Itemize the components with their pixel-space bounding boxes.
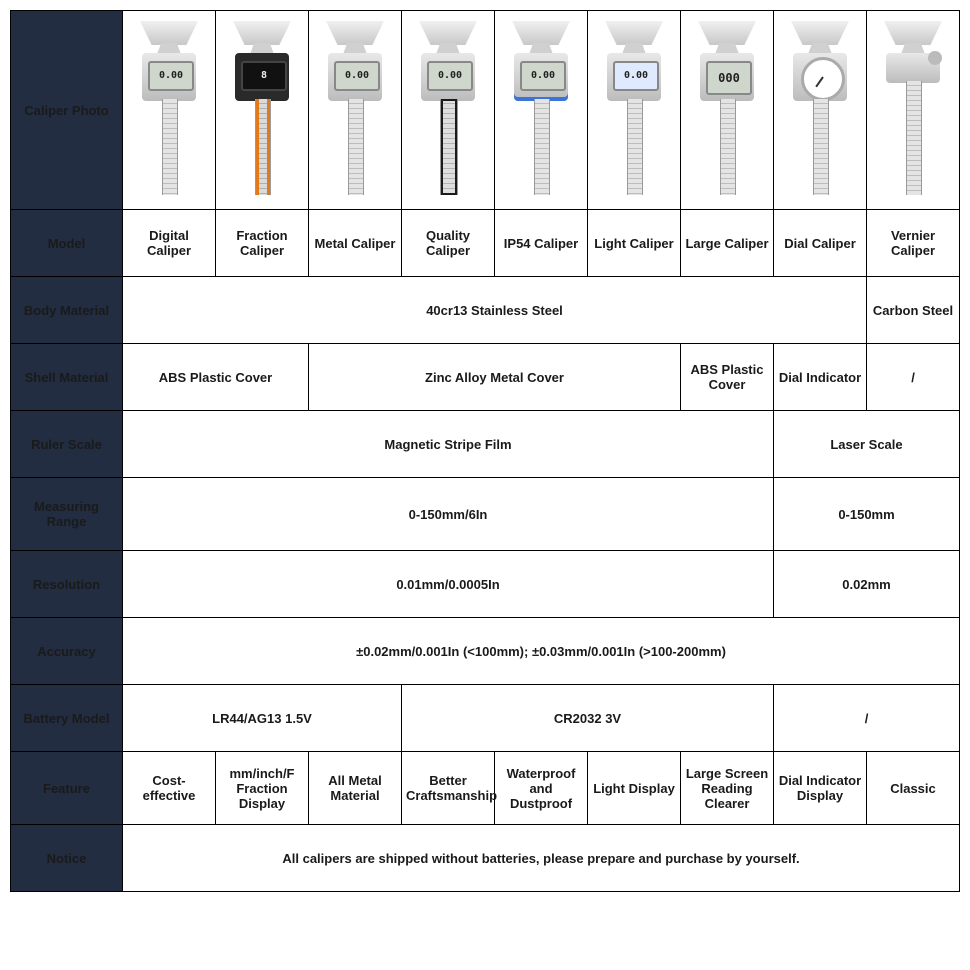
header-feat: Feature — [11, 752, 123, 825]
feat-0: Cost-effective — [123, 752, 216, 825]
batt-b: CR2032 3V — [402, 685, 774, 752]
photo-digital: 0.00 — [123, 11, 216, 210]
row-feature: Feature Cost-effective mm/inch/F Fractio… — [11, 752, 960, 825]
header-shell: Shell Material — [11, 344, 123, 411]
row-accuracy: Accuracy ±0.02mm/0.001In (<100mm); ±0.03… — [11, 618, 960, 685]
header-acc: Accuracy — [11, 618, 123, 685]
header-model: Model — [11, 210, 123, 277]
feat-7: Dial Indicator Display — [774, 752, 867, 825]
model-8: Vernier Caliper — [867, 210, 960, 277]
row-range: Measuring Range 0-150mm/6In 0-150mm — [11, 478, 960, 551]
model-5: Light Caliper — [588, 210, 681, 277]
header-body: Body Material — [11, 277, 123, 344]
feat-6: Large Screen Reading Clearer — [681, 752, 774, 825]
res-b: 0.02mm — [774, 551, 960, 618]
photo-dial — [774, 11, 867, 210]
shell-e: / — [867, 344, 960, 411]
model-3: Quality Caliper — [402, 210, 495, 277]
photo-fraction: 8 — [216, 11, 309, 210]
row-resolution: Resolution 0.01mm/0.0005In 0.02mm — [11, 551, 960, 618]
row-battery: Battery Model LR44/AG13 1.5V CR2032 3V / — [11, 685, 960, 752]
accuracy: ±0.02mm/0.001In (<100mm); ±0.03mm/0.001I… — [123, 618, 960, 685]
row-shell-material: Shell Material ABS Plastic Cover Zinc Al… — [11, 344, 960, 411]
model-6: Large Caliper — [681, 210, 774, 277]
model-1: Fraction Caliper — [216, 210, 309, 277]
header-photo: Caliper Photo — [11, 11, 123, 210]
header-res: Resolution — [11, 551, 123, 618]
model-2: Metal Caliper — [309, 210, 402, 277]
ruler-a: Magnetic Stripe Film — [123, 411, 774, 478]
feat-4: Waterproof and Dustproof — [495, 752, 588, 825]
res-a: 0.01mm/0.0005In — [123, 551, 774, 618]
photo-vernier — [867, 11, 960, 210]
row-notice: Notice All calipers are shipped without … — [11, 825, 960, 892]
notice-text: All calipers are shipped without batteri… — [123, 825, 960, 892]
model-0: Digital Caliper — [123, 210, 216, 277]
shell-d: Dial Indicator — [774, 344, 867, 411]
header-range: Measuring Range — [11, 478, 123, 551]
feat-3: Better Craftsmanship — [402, 752, 495, 825]
photo-large: 000 — [681, 11, 774, 210]
ruler-b: Laser Scale — [774, 411, 960, 478]
feat-1: mm/inch/F Fraction Display — [216, 752, 309, 825]
row-ruler: Ruler Scale Magnetic Stripe Film Laser S… — [11, 411, 960, 478]
shell-a: ABS Plastic Cover — [123, 344, 309, 411]
header-notice: Notice — [11, 825, 123, 892]
body-material-last: Carbon Steel — [867, 277, 960, 344]
range-a: 0-150mm/6In — [123, 478, 774, 551]
batt-a: LR44/AG13 1.5V — [123, 685, 402, 752]
row-body-material: Body Material 40cr13 Stainless Steel Car… — [11, 277, 960, 344]
batt-c: / — [774, 685, 960, 752]
feat-8: Classic — [867, 752, 960, 825]
photo-light: 0.00 — [588, 11, 681, 210]
range-b: 0-150mm — [774, 478, 960, 551]
feat-5: Light Display — [588, 752, 681, 825]
model-4: IP54 Caliper — [495, 210, 588, 277]
shell-c: ABS Plastic Cover — [681, 344, 774, 411]
model-7: Dial Caliper — [774, 210, 867, 277]
row-photo: Caliper Photo 0.00 8 0.00 0.00 0.00 0.00… — [11, 11, 960, 210]
feat-2: All Metal Material — [309, 752, 402, 825]
photo-metal: 0.00 — [309, 11, 402, 210]
caliper-comparison-table: Caliper Photo 0.00 8 0.00 0.00 0.00 0.00… — [10, 10, 960, 892]
header-ruler: Ruler Scale — [11, 411, 123, 478]
body-material-main: 40cr13 Stainless Steel — [123, 277, 867, 344]
photo-ip54: 0.00 — [495, 11, 588, 210]
shell-b: Zinc Alloy Metal Cover — [309, 344, 681, 411]
header-batt: Battery Model — [11, 685, 123, 752]
photo-quality: 0.00 — [402, 11, 495, 210]
row-model: Model Digital Caliper Fraction Caliper M… — [11, 210, 960, 277]
